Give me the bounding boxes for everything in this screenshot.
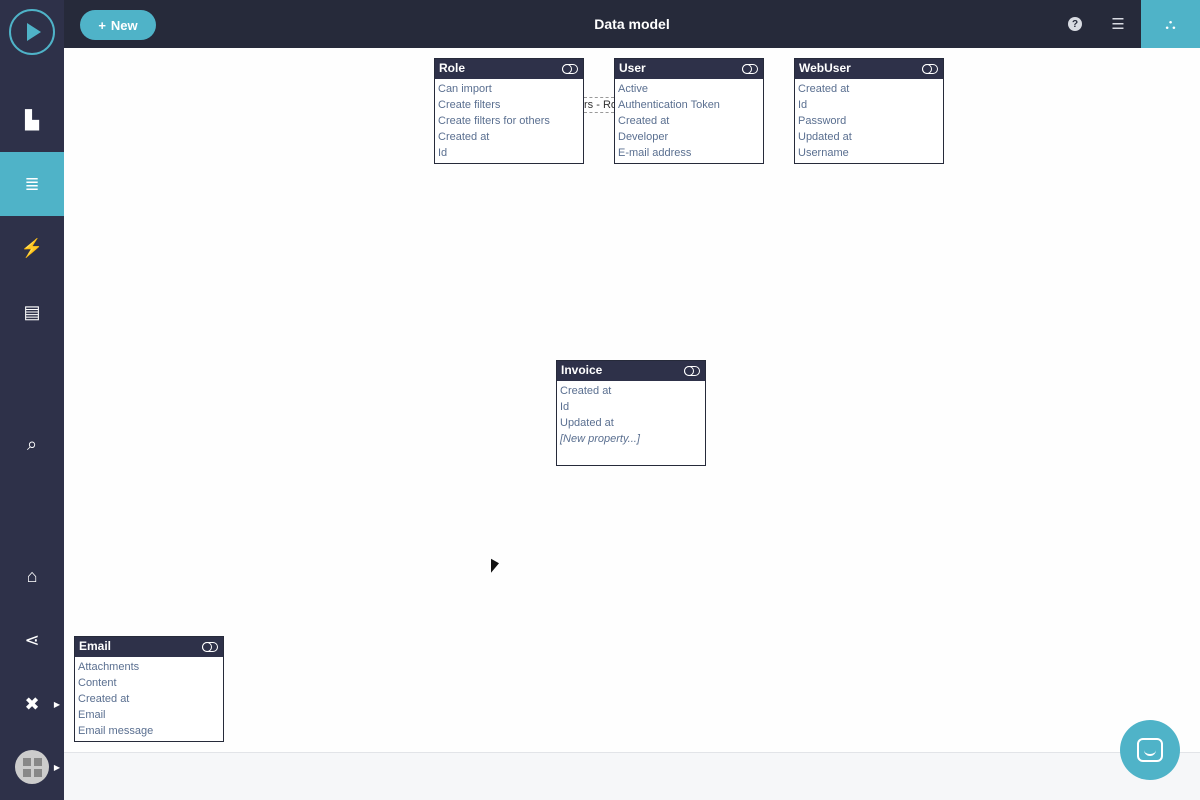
diagram-view-button[interactable]: ⛬ [1141, 0, 1200, 48]
avatar-icon [15, 750, 49, 784]
toggle-icon[interactable] [201, 641, 218, 652]
file-icon: ▙ [25, 109, 39, 130]
help-button[interactable]: ? [1052, 0, 1098, 48]
sidebar: ▙ ≣ ⚡ ▤ ⌕ ⌂ ⋖ ✖ ▶ ▶ [0, 0, 64, 800]
property-item[interactable]: Id [560, 401, 570, 413]
property-item[interactable]: Create filters for others [438, 115, 550, 127]
database-icon: ≣ [24, 173, 40, 194]
help-icon: ? [1068, 17, 1082, 31]
chevron-right-icon: ▶ [53, 699, 60, 709]
sidebar-item-tools[interactable]: ✖ ▶ [0, 672, 64, 736]
list-icon: ☰ [1111, 16, 1125, 33]
property-item[interactable]: Updated at [798, 131, 852, 143]
entity-header[interactable]: Email [75, 637, 223, 657]
new-button-label: New [110, 17, 138, 33]
entity-webuser[interactable]: WebUser Created at Id Password Updated at Use… [794, 58, 944, 164]
property-item[interactable]: Email message [78, 725, 154, 737]
property-list: Created at Id Password Updated at Username [795, 79, 943, 163]
property-item[interactable]: Id [438, 147, 448, 159]
property-item[interactable]: Created at [78, 693, 130, 705]
chat-icon [1137, 738, 1163, 762]
property-item[interactable]: Email [78, 709, 106, 721]
sitemap-icon: ⛬ [1165, 15, 1176, 33]
entity-header[interactable]: Role [435, 59, 583, 79]
property-item[interactable]: Password [798, 115, 847, 127]
search-icon: ⌕ [26, 433, 38, 454]
entity-name: User [619, 61, 646, 75]
entity-name: Role [439, 61, 466, 75]
entity-header[interactable]: WebUser [795, 59, 943, 79]
entity-name: Email [79, 639, 112, 653]
sidebar-item-actions[interactable]: ⚡ [0, 216, 64, 280]
property-item[interactable]: Created at [438, 131, 490, 143]
entity-email[interactable]: Email Attachments Content Created at Email Em… [74, 636, 224, 742]
entity-name: Invoice [561, 363, 603, 377]
entity-header[interactable]: Invoice [557, 361, 705, 381]
entity-invoice[interactable]: Invoice Created at Id Updated at [New proper… [556, 360, 706, 466]
store-icon: ⌂ [26, 565, 38, 586]
sidebar-item-pages[interactable]: ▙ [0, 88, 64, 152]
server-icon: ▤ [23, 301, 41, 322]
toggle-icon[interactable] [561, 63, 578, 74]
relation-label[interactable]: rs - Ro [584, 97, 614, 113]
property-item[interactable]: Username [798, 147, 849, 159]
property-list: Attachments Content Created at Email Email m… [75, 657, 223, 741]
sidebar-item-search[interactable]: ⌕ [0, 412, 64, 476]
property-item[interactable]: Create filters [438, 99, 501, 111]
sidebar-item-servers[interactable]: ▤ [0, 280, 64, 344]
property-item[interactable]: Authentication Token [618, 99, 720, 111]
property-item[interactable]: Created at [560, 385, 612, 397]
new-property-item[interactable]: [New property...] [560, 433, 640, 445]
page-title: Data model [594, 16, 670, 32]
plus-icon: + [98, 17, 106, 33]
property-item[interactable]: Active [618, 83, 648, 95]
property-item[interactable]: Created at [798, 83, 850, 95]
top-bar: Data model + New ? ☰ ⛬ [64, 0, 1200, 48]
lightning-icon: ⚡ [20, 237, 44, 258]
property-item[interactable]: Content [78, 677, 117, 689]
property-item[interactable]: Id [798, 99, 808, 111]
list-view-button[interactable]: ☰ [1095, 0, 1141, 48]
tools-icon: ✖ [24, 693, 40, 714]
play-logo-icon[interactable] [9, 9, 55, 55]
sidebar-item-store[interactable]: ⌂ [0, 544, 64, 608]
property-item[interactable]: Developer [618, 131, 669, 143]
entity-user[interactable]: User Active Authentication Token Created at… [614, 58, 764, 164]
property-item[interactable]: Attachments [78, 661, 140, 673]
chat-button[interactable] [1120, 720, 1180, 780]
property-item[interactable]: Updated at [560, 417, 614, 429]
toggle-icon[interactable] [921, 63, 938, 74]
bottom-strip [64, 752, 1200, 800]
sidebar-item-data[interactable]: ≣ [0, 152, 64, 216]
property-item[interactable]: Created at [618, 115, 670, 127]
entity-header[interactable]: User [615, 59, 763, 79]
chevron-right-icon: ▶ [53, 762, 60, 772]
new-button[interactable]: + New [80, 10, 156, 40]
entity-name: WebUser [799, 61, 851, 75]
property-list: Active Authentication Token Created at Deve… [615, 79, 763, 163]
toggle-icon[interactable] [683, 365, 700, 376]
sidebar-item-share[interactable]: ⋖ [0, 608, 64, 672]
workspace-avatar[interactable]: ▶ [0, 735, 64, 799]
entity-role[interactable]: Role Can import Create filters Create filte… [434, 58, 584, 164]
toggle-icon[interactable] [741, 63, 758, 74]
property-item[interactable]: Can import [438, 83, 492, 95]
property-list: Can import Create filters Create filters f… [435, 79, 583, 163]
property-list: Created at Id Updated at [New property...] [557, 381, 705, 465]
property-item[interactable]: E-mail address [618, 147, 692, 159]
share-icon: ⋖ [24, 629, 40, 650]
